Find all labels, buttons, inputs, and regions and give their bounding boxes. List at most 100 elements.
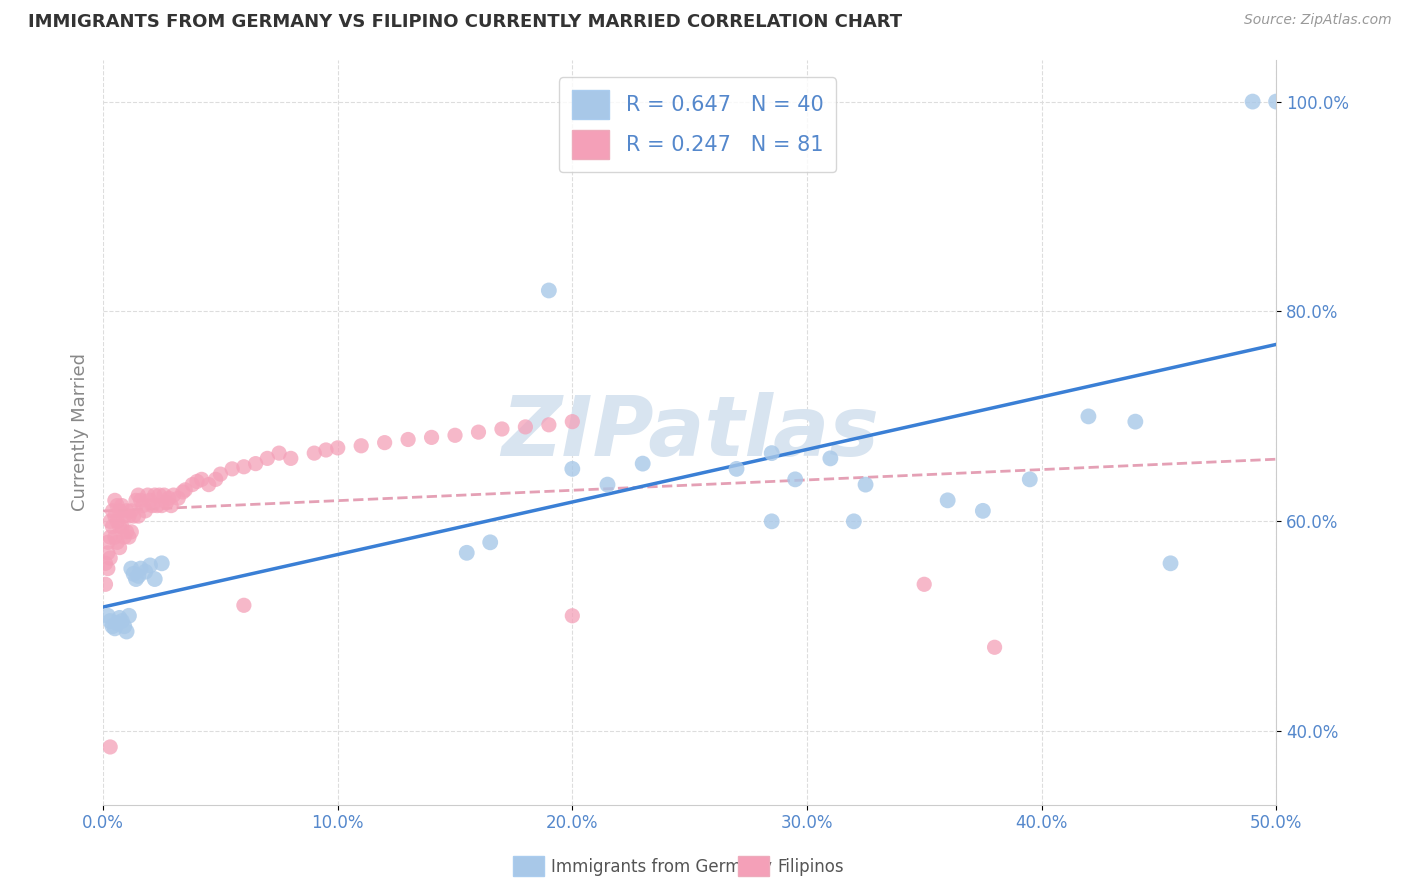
- Point: [105, 535, 128, 549]
- Point: [315, 442, 337, 457]
- Point: [221, 462, 243, 476]
- Point: [245, 457, 267, 471]
- Point: [97, 561, 120, 575]
- Point: [105, 499, 128, 513]
- Point: [115, 504, 138, 518]
- Point: [101, 619, 124, 633]
- Point: [115, 624, 138, 639]
- Point: [1077, 409, 1099, 424]
- Point: [150, 557, 173, 571]
- Point: [515, 420, 537, 434]
- Legend: R = 0.647   N = 40, R = 0.247   N = 81: R = 0.647 N = 40, R = 0.247 N = 81: [560, 78, 837, 172]
- Point: [167, 491, 190, 506]
- Point: [108, 519, 131, 533]
- Point: [181, 477, 204, 491]
- Point: [105, 514, 128, 528]
- Point: [101, 519, 124, 533]
- Point: [1123, 415, 1146, 429]
- Point: [127, 488, 149, 502]
- Point: [143, 572, 166, 586]
- Point: [104, 530, 127, 544]
- Y-axis label: Currently Married: Currently Married: [72, 353, 89, 511]
- Point: [725, 462, 748, 476]
- Point: [104, 509, 127, 524]
- Point: [204, 472, 226, 486]
- Point: [972, 504, 994, 518]
- Point: [108, 611, 131, 625]
- Point: [122, 509, 145, 524]
- Point: [97, 608, 120, 623]
- Point: [326, 441, 349, 455]
- Point: [912, 577, 935, 591]
- Point: [143, 488, 166, 502]
- Point: [785, 472, 807, 486]
- Point: [115, 524, 138, 539]
- Point: [108, 504, 131, 518]
- Point: [97, 535, 120, 549]
- Point: [139, 493, 162, 508]
- Point: [209, 467, 232, 482]
- Point: [761, 446, 783, 460]
- Point: [150, 499, 173, 513]
- Point: [350, 439, 373, 453]
- Point: [120, 561, 142, 575]
- Point: [842, 514, 865, 528]
- Point: [125, 572, 148, 586]
- Point: [1241, 95, 1264, 109]
- Point: [232, 599, 254, 613]
- Point: [98, 739, 121, 754]
- Text: IMMIGRANTS FROM GERMANY VS FILIPINO CURRENTLY MARRIED CORRELATION CHART: IMMIGRANTS FROM GERMANY VS FILIPINO CURR…: [28, 13, 903, 31]
- Point: [111, 519, 134, 533]
- Point: [561, 462, 583, 476]
- Point: [537, 417, 560, 432]
- Point: [1160, 557, 1182, 571]
- Point: [129, 561, 152, 575]
- Point: [104, 493, 127, 508]
- Point: [111, 499, 134, 513]
- Point: [155, 495, 177, 509]
- Point: [101, 504, 124, 518]
- Point: [761, 514, 783, 528]
- Point: [479, 535, 502, 549]
- Point: [108, 541, 131, 555]
- Text: Source: ZipAtlas.com: Source: ZipAtlas.com: [1244, 13, 1392, 28]
- Point: [820, 451, 842, 466]
- Point: [936, 493, 959, 508]
- Point: [134, 565, 156, 579]
- Point: [118, 608, 141, 623]
- Point: [186, 475, 208, 489]
- Point: [374, 435, 396, 450]
- Text: Filipinos: Filipinos: [778, 858, 844, 876]
- Point: [112, 619, 135, 633]
- Point: [146, 499, 169, 513]
- Point: [112, 530, 135, 544]
- Point: [162, 488, 184, 502]
- Point: [174, 483, 197, 497]
- Point: [267, 446, 290, 460]
- Point: [105, 616, 128, 631]
- Text: ZIPatlas: ZIPatlas: [501, 392, 879, 473]
- Point: [127, 509, 149, 524]
- Point: [596, 477, 619, 491]
- Point: [132, 499, 155, 513]
- Point: [120, 524, 142, 539]
- Point: [94, 557, 117, 571]
- Point: [420, 430, 443, 444]
- Point: [456, 546, 478, 560]
- Point: [190, 472, 212, 486]
- Point: [256, 451, 278, 466]
- Point: [141, 499, 163, 513]
- Point: [104, 621, 127, 635]
- Point: [197, 477, 219, 491]
- Point: [98, 614, 121, 628]
- Point: [136, 488, 159, 502]
- Point: [444, 428, 467, 442]
- Text: Immigrants from Germany: Immigrants from Germany: [551, 858, 772, 876]
- Point: [98, 551, 121, 566]
- Point: [280, 451, 302, 466]
- Point: [160, 499, 183, 513]
- Point: [537, 284, 560, 298]
- Point: [157, 491, 180, 506]
- Point: [127, 569, 149, 583]
- Point: [467, 425, 489, 439]
